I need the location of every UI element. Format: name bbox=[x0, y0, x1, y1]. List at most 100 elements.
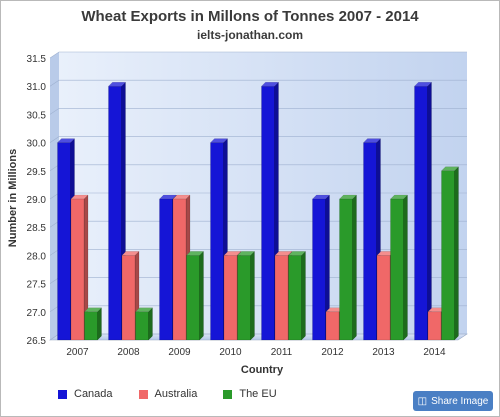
bar-canada-2008-top-shade bbox=[108, 82, 126, 87]
bar-the-eu-2009-front bbox=[186, 255, 200, 341]
bar-canada-2014-front bbox=[414, 85, 428, 341]
bar-the-eu-2008 bbox=[134, 307, 154, 341]
y-tick-label: 31.5 bbox=[27, 54, 47, 65]
bar-canada-2013-top-shade bbox=[363, 138, 381, 143]
bar-the-eu-2007-side-shade bbox=[97, 307, 102, 340]
bar-the-eu-2012 bbox=[338, 194, 358, 341]
bar-the-eu-2013-top-shade bbox=[390, 195, 408, 199]
legend-item-australia[interactable]: Australia bbox=[138, 388, 198, 400]
bar-canada-2009-top-shade bbox=[159, 195, 177, 199]
bar-canada-2014-side-shade bbox=[427, 82, 432, 340]
bar-canada-2014-top-shade bbox=[414, 82, 432, 87]
bar-canada-2011-top-shade bbox=[261, 82, 279, 87]
bar-canada-2011-front bbox=[261, 85, 275, 341]
bar-the-eu-2012-front bbox=[339, 198, 353, 341]
bar-australia-2008 bbox=[121, 250, 140, 341]
bar-canada-2010-top-shade bbox=[210, 138, 228, 143]
bar-australia-2009-front bbox=[172, 198, 187, 341]
bar-australia-2014-front bbox=[427, 311, 442, 341]
chart-title: Wheat Exports in Millons of Tonnes 2007 … bbox=[81, 8, 419, 25]
x-tick-label-2008: 2008 bbox=[117, 347, 140, 358]
bar-canada-2012-top-shade bbox=[312, 195, 330, 199]
legend: Canada Australia The EU bbox=[58, 388, 277, 400]
bar-canada-2010-front bbox=[210, 142, 224, 341]
bar-the-eu-2008-side-shade bbox=[148, 307, 153, 340]
legend-item-the-eu[interactable]: The EU bbox=[223, 388, 277, 400]
share-image-label: Share Image bbox=[431, 395, 489, 407]
bar-the-eu-2008-top-shade bbox=[135, 307, 153, 312]
bar-the-eu-2010-top-shade bbox=[237, 251, 255, 256]
bar-australia-2007-side-shade bbox=[84, 195, 88, 340]
y-tick-label: 29.5 bbox=[27, 167, 47, 178]
legend-label-canada: Canada bbox=[74, 388, 113, 400]
bar-australia-2012-front bbox=[325, 311, 340, 341]
bar-australia-2007-top-shade bbox=[71, 195, 88, 199]
bar-the-eu-2009-side-shade bbox=[199, 251, 204, 340]
bar-canada-2008-front bbox=[108, 85, 122, 341]
legend-swatch-australia bbox=[138, 389, 148, 399]
bar-canada-2012 bbox=[311, 194, 331, 341]
bar-australia-2014-top-shade bbox=[428, 307, 445, 312]
bar-the-eu-2013-side-shade bbox=[403, 195, 408, 340]
bar-the-eu-2008-front bbox=[135, 311, 149, 341]
bar-the-eu-2014-front bbox=[441, 170, 455, 341]
gridline bbox=[49, 136, 467, 143]
bar-the-eu-2011 bbox=[287, 250, 307, 341]
bar-australia-2013-front bbox=[376, 255, 391, 341]
bar-australia-2007-front bbox=[70, 198, 85, 341]
bar-australia-2008-top-shade bbox=[122, 251, 139, 256]
bar-canada-2014 bbox=[413, 81, 433, 341]
bar-the-eu-2012-top-shade bbox=[339, 195, 357, 199]
bar-the-eu-2011-front bbox=[288, 255, 302, 341]
bar-canada-2007-top-shade bbox=[57, 138, 75, 143]
gridline bbox=[49, 51, 467, 59]
bar-australia-2012-top-shade bbox=[326, 307, 343, 312]
y-tick-label: 29.0 bbox=[27, 195, 47, 206]
bar-australia-2011-front bbox=[274, 255, 289, 341]
legend-label-australia: Australia bbox=[154, 388, 198, 400]
bar-the-eu-2010 bbox=[236, 250, 256, 341]
bar-canada-2012-front bbox=[312, 198, 326, 341]
bar-the-eu-2007-front bbox=[84, 311, 98, 341]
bar-australia-2011-top-shade bbox=[275, 251, 292, 256]
x-tick-label-2009: 2009 bbox=[168, 347, 191, 358]
y-tick-label: 31.0 bbox=[27, 82, 47, 93]
bar-canada-2009-front bbox=[159, 198, 173, 341]
bar-the-eu-2007-top-shade bbox=[84, 307, 102, 312]
bar-the-eu-2014-side-shade bbox=[454, 166, 459, 340]
bar-canada-2013-front bbox=[363, 142, 377, 341]
y-tick-label: 28.5 bbox=[27, 223, 47, 234]
share-image-button[interactable]: ◫ Share Image bbox=[413, 391, 493, 411]
y-tick-label: 27.5 bbox=[27, 280, 47, 291]
y-tick-label: 26.5 bbox=[27, 336, 47, 347]
chart-subtitle: ielts-jonathan.com bbox=[196, 28, 303, 42]
x-tick-label-2014: 2014 bbox=[423, 347, 446, 358]
bar-the-eu-2011-top-shade bbox=[288, 251, 306, 256]
bar-the-eu-2012-side-shade bbox=[352, 195, 357, 340]
share-icon: ◫ bbox=[417, 395, 428, 407]
y-tick-label: 27.0 bbox=[27, 308, 47, 319]
bar-the-eu-2010-side-shade bbox=[250, 251, 255, 340]
bar-the-eu-2009-top-shade bbox=[186, 251, 204, 256]
bar-australia-2008-front bbox=[121, 255, 136, 341]
gridline bbox=[49, 108, 467, 115]
x-tick-label-2011: 2011 bbox=[271, 347, 293, 358]
legend-label-the-eu: The EU bbox=[239, 388, 277, 400]
x-tick-label-2010: 2010 bbox=[219, 347, 242, 358]
y-tick-label: 30.0 bbox=[27, 139, 47, 150]
bars bbox=[56, 81, 460, 341]
bar-australia-2010-front bbox=[223, 255, 238, 341]
x-tick-labels: 2007 2008 2009 2010 2011 2012 2013 2014 bbox=[66, 347, 446, 358]
bar-the-eu-2007 bbox=[83, 307, 103, 341]
y-axis-label: Number in Millions bbox=[7, 149, 19, 247]
bar-the-eu-2009 bbox=[185, 250, 205, 341]
y-tick-labels: 26.5 27.0 27.5 28.0 28.5 29.0 29.5 30.0 30.5 31.0… bbox=[27, 54, 47, 347]
bar-the-eu-2014 bbox=[440, 166, 460, 341]
x-tick-label-2013: 2013 bbox=[372, 347, 395, 358]
legend-item-canada[interactable]: Canada bbox=[58, 388, 113, 400]
x-axis-label: Country bbox=[241, 364, 284, 376]
bar-canada-2008 bbox=[107, 81, 127, 341]
gridline bbox=[49, 79, 467, 87]
bar-canada-2007-front bbox=[57, 142, 71, 341]
